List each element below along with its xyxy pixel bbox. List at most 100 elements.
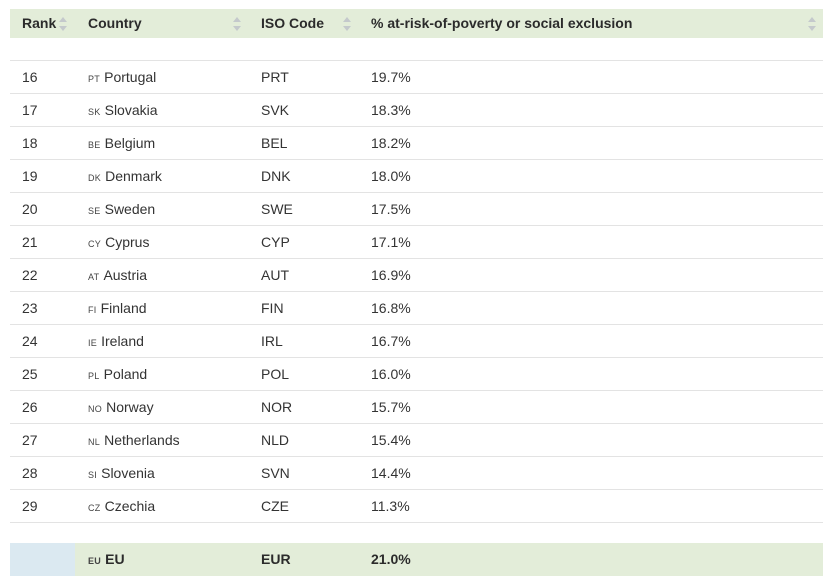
country-code: NL <box>88 437 101 447</box>
iso-cell: CYP <box>261 234 290 250</box>
country-name: Slovenia <box>101 465 155 481</box>
iso-cell: DNK <box>261 168 291 184</box>
country-code: BE <box>88 140 101 150</box>
iso-cell: NLD <box>261 432 290 448</box>
table-row: 18 BE Belgium BEL 18.2% <box>10 127 823 160</box>
sort-icon[interactable] <box>58 14 68 34</box>
pct-cell: 16.9% <box>371 267 411 283</box>
rank-cell: 27 <box>22 432 38 448</box>
pct-cell: 16.7% <box>371 333 411 349</box>
column-header-iso-code[interactable]: ISO Code <box>261 15 325 31</box>
pct-cell: 19.7% <box>371 69 411 85</box>
country-code: PT <box>88 74 101 84</box>
pct-cell: 18.3% <box>371 102 411 118</box>
pct-cell: 16.0% <box>371 366 411 382</box>
table-row: 23 FI Finland FIN 16.8% <box>10 292 823 325</box>
iso-cell: SVK <box>261 102 290 118</box>
country-code: CZ <box>88 503 101 513</box>
header-spacer <box>10 38 823 61</box>
country-name: Sweden <box>104 201 156 217</box>
country-cell: CZ Czechia <box>88 490 155 522</box>
table-body: 16 PT Portugal PRT 19.7% 17 SK Slovakia SV… <box>10 61 823 523</box>
country-name: EU <box>105 551 125 567</box>
country-cell: SE Sweden <box>88 193 155 225</box>
country-name: Finland <box>100 300 147 316</box>
country-name: Norway <box>106 399 154 415</box>
footer-country-cell: EU EU <box>88 543 125 576</box>
country-code: AT <box>88 272 100 282</box>
country-code: PL <box>88 371 100 381</box>
table-row: 20 SE Sweden SWE 17.5% <box>10 193 823 226</box>
country-cell: NL Netherlands <box>88 424 180 456</box>
sort-icon[interactable] <box>807 14 817 34</box>
country-code: IE <box>88 338 98 348</box>
table-row: 29 CZ Czechia CZE 11.3% <box>10 490 823 523</box>
rank-cell: 16 <box>22 69 38 85</box>
table-row: 24 IE Ireland IRL 16.7% <box>10 325 823 358</box>
iso-cell: BEL <box>261 135 288 151</box>
country-code: EU <box>88 556 102 566</box>
rank-cell: 28 <box>22 465 38 481</box>
country-cell: NO Norway <box>88 391 154 423</box>
table-row: 19 DK Denmark DNK 18.0% <box>10 160 823 193</box>
column-header-rank[interactable]: Rank <box>22 15 57 31</box>
country-code: FI <box>88 305 97 315</box>
country-cell: BE Belgium <box>88 127 155 159</box>
rank-cell: 18 <box>22 135 38 151</box>
pct-cell: 15.7% <box>371 399 411 415</box>
pct-cell: 16.8% <box>371 300 411 316</box>
country-code: NO <box>88 404 103 414</box>
country-name: Slovakia <box>104 102 158 118</box>
iso-cell: PRT <box>261 69 289 85</box>
data-table: Rank Country ISO Code % at-risk-of-pover… <box>10 9 823 576</box>
sort-icon[interactable] <box>342 14 352 34</box>
country-name: Denmark <box>105 168 162 184</box>
table-row: 26 NO Norway NOR 15.7% <box>10 391 823 424</box>
country-cell: CY Cyprus <box>88 226 149 258</box>
footer-pct-cell: 21.0% <box>371 551 411 567</box>
country-code: SI <box>88 470 98 480</box>
country-name: Cyprus <box>105 234 150 250</box>
sort-icon[interactable] <box>232 14 242 34</box>
table-row: 21 CY Cyprus CYP 17.1% <box>10 226 823 259</box>
iso-cell: CZE <box>261 498 289 514</box>
table-footer-row: EU EU EUR 21.0% <box>10 543 823 576</box>
table-row: 25 PL Poland POL 16.0% <box>10 358 823 391</box>
pct-cell: 17.5% <box>371 201 411 217</box>
rank-cell: 26 <box>22 399 38 415</box>
column-header-country[interactable]: Country <box>88 15 142 31</box>
rank-cell: 17 <box>22 102 38 118</box>
footer-gap <box>10 523 823 543</box>
footer-iso-cell: EUR <box>261 551 291 567</box>
iso-cell: SVN <box>261 465 290 481</box>
rank-cell: 25 <box>22 366 38 382</box>
table-row: 17 SK Slovakia SVK 18.3% <box>10 94 823 127</box>
country-cell: PL Poland <box>88 358 147 390</box>
rank-cell: 23 <box>22 300 38 316</box>
country-name: Netherlands <box>104 432 180 448</box>
iso-cell: SWE <box>261 201 293 217</box>
table-row: 22 AT Austria AUT 16.9% <box>10 259 823 292</box>
pct-cell: 11.3% <box>371 498 410 514</box>
country-cell: SK Slovakia <box>88 94 158 126</box>
table-row: 28 SI Slovenia SVN 14.4% <box>10 457 823 490</box>
country-name: Portugal <box>104 69 157 85</box>
country-cell: IE Ireland <box>88 325 144 357</box>
table-row: 16 PT Portugal PRT 19.7% <box>10 61 823 94</box>
rank-cell: 22 <box>22 267 38 283</box>
column-header-poverty-pct[interactable]: % at-risk-of-poverty or social exclusion <box>371 15 633 31</box>
pct-cell: 14.4% <box>371 465 411 481</box>
country-name: Poland <box>103 366 148 382</box>
iso-cell: POL <box>261 366 290 382</box>
country-code: DK <box>88 173 102 183</box>
country-code: CY <box>88 239 102 249</box>
iso-cell: AUT <box>261 267 289 283</box>
country-cell: PT Portugal <box>88 61 156 93</box>
rank-cell: 29 <box>22 498 38 514</box>
iso-cell: NOR <box>261 399 293 415</box>
table-row: 27 NL Netherlands NLD 15.4% <box>10 424 823 457</box>
country-code: SE <box>88 206 101 216</box>
country-name: Czechia <box>104 498 156 514</box>
footer-rank-cell <box>10 543 75 576</box>
pct-cell: 15.4% <box>371 432 411 448</box>
